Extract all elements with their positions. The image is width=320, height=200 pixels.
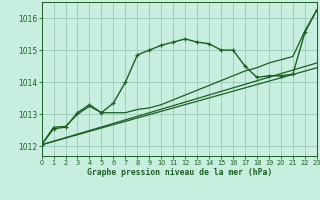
X-axis label: Graphe pression niveau de la mer (hPa): Graphe pression niveau de la mer (hPa) bbox=[87, 168, 272, 177]
